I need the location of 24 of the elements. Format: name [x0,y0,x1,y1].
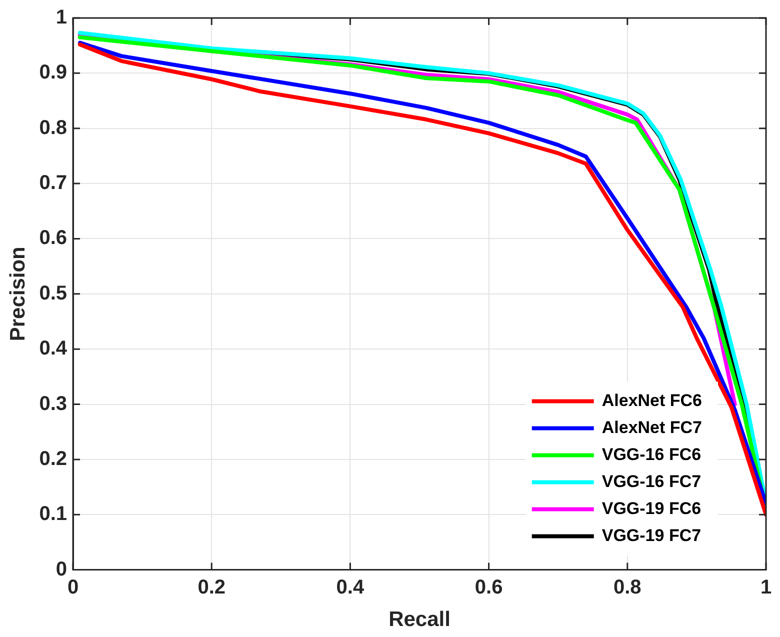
x-tick-label: 0.2 [198,576,226,598]
y-tick-label: 0.1 [39,503,68,526]
y-tick-label: 1 [56,6,68,29]
legend-label: VGG-16 FC7 [602,472,702,491]
y-tick-label: 0 [56,558,68,580]
y-axis-title: Precision [6,246,30,342]
y-tick-label: 0.2 [39,448,68,470]
y-tick-label: 0.8 [39,116,68,139]
x-tick-label: 0.4 [336,576,365,598]
y-tick-label: 0.4 [39,338,68,360]
x-tick-label: 0.8 [613,576,642,598]
legend-label: VGG-19 FC6 [602,498,702,518]
legend-label: AlexNet FC6 [602,390,702,410]
x-tick-label: 1 [760,576,772,598]
y-tick-label: 0.5 [39,282,68,304]
legend-label: AlexNet FC7 [602,418,702,437]
legend-label: VGG-16 FC6 [602,444,702,464]
x-axis-title: Recall [388,608,450,632]
y-tick-label: 0.7 [39,172,68,194]
y-tick-label: 0.3 [39,392,68,415]
legend-label: VGG-19 FC7 [602,526,702,545]
y-tick-label: 0.6 [39,227,68,250]
x-tick-label: 0.6 [474,576,503,598]
y-tick-label: 0.9 [39,62,68,84]
